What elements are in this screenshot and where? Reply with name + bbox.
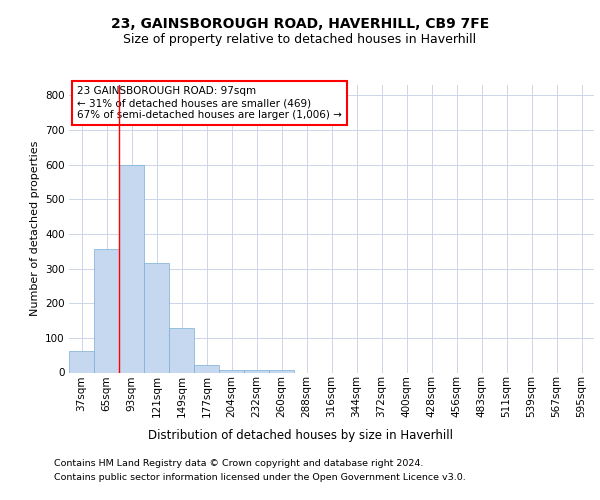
Text: Size of property relative to detached houses in Haverhill: Size of property relative to detached ho… bbox=[124, 32, 476, 46]
Bar bbox=[169, 328, 194, 372]
Text: 23 GAINSBOROUGH ROAD: 97sqm
← 31% of detached houses are smaller (469)
67% of se: 23 GAINSBOROUGH ROAD: 97sqm ← 31% of det… bbox=[77, 86, 342, 120]
Bar bbox=[194, 365, 219, 372]
Text: Distribution of detached houses by size in Haverhill: Distribution of detached houses by size … bbox=[148, 428, 452, 442]
Bar bbox=[69, 351, 94, 372]
Text: Contains HM Land Registry data © Crown copyright and database right 2024.: Contains HM Land Registry data © Crown c… bbox=[54, 460, 424, 468]
Bar bbox=[269, 370, 294, 372]
Bar bbox=[144, 264, 169, 372]
Y-axis label: Number of detached properties: Number of detached properties bbox=[29, 141, 40, 316]
Bar bbox=[244, 370, 269, 372]
Bar bbox=[119, 166, 144, 372]
Text: Contains public sector information licensed under the Open Government Licence v3: Contains public sector information licen… bbox=[54, 473, 466, 482]
Bar bbox=[219, 370, 244, 372]
Bar bbox=[94, 249, 119, 372]
Text: 23, GAINSBOROUGH ROAD, HAVERHILL, CB9 7FE: 23, GAINSBOROUGH ROAD, HAVERHILL, CB9 7F… bbox=[111, 18, 489, 32]
